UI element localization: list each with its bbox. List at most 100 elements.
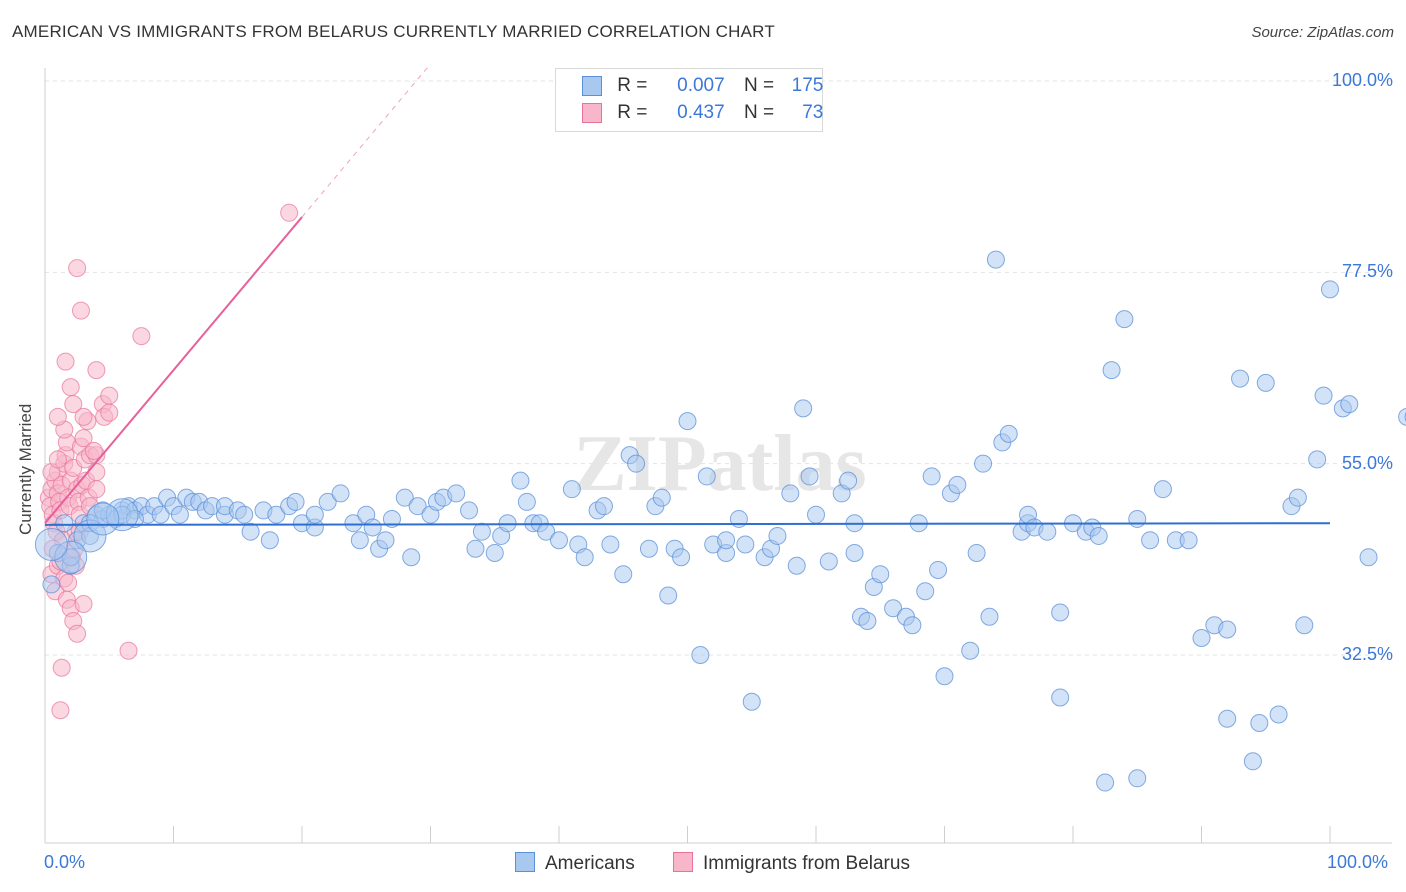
americans-point — [1096, 773, 1115, 792]
belarus-points — [39, 203, 299, 720]
bottom-legend-belarus[interactable]: Immigrants from Belarus — [673, 852, 910, 875]
americans-point — [1256, 373, 1275, 392]
americans-point — [537, 522, 556, 541]
americans-point — [305, 505, 324, 524]
x-tick-label-min: 0.0% — [44, 852, 86, 872]
belarus-legend-label: Immigrants from Belarus — [703, 853, 910, 874]
americans-point — [170, 505, 189, 524]
americans-point — [839, 471, 858, 490]
bottom-legend-americans[interactable]: Americans — [515, 852, 635, 875]
americans-point — [1089, 526, 1108, 545]
belarus-r-value: 0.437 — [677, 102, 725, 123]
belarus-point — [100, 403, 119, 422]
belarus-point — [71, 301, 90, 320]
belarus-point — [74, 407, 93, 426]
americans-point — [1153, 480, 1172, 499]
americans-point — [286, 492, 305, 511]
americans-point — [717, 531, 736, 550]
correlation-legend: R = 0.007 N = 175 R = 0.437 N = 73 — [555, 68, 823, 132]
americans-point — [1179, 531, 1198, 550]
americans-point — [550, 531, 568, 550]
americans-point — [575, 548, 594, 567]
americans-point — [1128, 509, 1147, 528]
americans-point — [652, 488, 671, 507]
americans-point — [466, 539, 485, 558]
americans-point — [1051, 688, 1070, 707]
americans-point — [884, 599, 903, 618]
belarus-point — [280, 203, 299, 222]
legend-row-americans: R = 0.007 N = 175 — [582, 75, 823, 99]
belarus-point — [132, 327, 151, 346]
watermark: ZIPatlas — [573, 420, 866, 508]
americans-point — [659, 586, 678, 605]
belarus-point — [52, 658, 71, 677]
americans-point — [267, 505, 286, 524]
belarus-point — [64, 395, 83, 414]
belarus-point — [68, 259, 87, 278]
belarus-point — [59, 573, 78, 592]
belarus-point — [100, 386, 119, 405]
grid-lines — [45, 80, 1392, 656]
n-label: N = — [743, 75, 775, 96]
americans-point — [318, 492, 337, 511]
americans-point — [871, 565, 890, 584]
americans-point — [1398, 407, 1406, 426]
americans-point — [382, 509, 401, 528]
americans-point — [42, 575, 61, 594]
americans-point — [974, 454, 993, 473]
americans-point — [485, 543, 504, 562]
americans-point — [967, 543, 986, 562]
belarus-trend-extension — [301, 63, 431, 218]
y-tick-label: 55.0% — [1341, 452, 1393, 473]
americans-point — [55, 514, 74, 533]
americans-point — [1128, 769, 1147, 788]
americans-point — [562, 480, 581, 499]
r-label: R = — [617, 102, 648, 123]
r-label: R = — [617, 75, 648, 96]
americans-point — [1231, 369, 1250, 388]
americans-point — [376, 531, 395, 550]
americans-point — [344, 514, 363, 533]
americans-point — [1141, 531, 1160, 550]
americans-r-value: 0.007 — [677, 75, 725, 96]
americans-point — [350, 531, 369, 550]
americans-point — [1288, 488, 1307, 507]
belarus-trend-line — [44, 216, 303, 524]
belarus-swatch — [582, 102, 602, 123]
belarus-point — [61, 378, 80, 397]
americans-point — [929, 560, 948, 579]
americans-point-large — [34, 527, 68, 561]
americans-point — [903, 616, 922, 635]
americans-points — [34, 250, 1406, 792]
americans-point — [1192, 628, 1211, 647]
americans-point — [1269, 705, 1288, 724]
x-tick-label-max: 100.0% — [1327, 852, 1389, 872]
belarus-point — [48, 407, 67, 426]
americans-point — [151, 505, 170, 524]
americans-point — [408, 497, 427, 516]
americans-point — [794, 399, 813, 418]
americans-point — [858, 611, 877, 630]
americans-point — [517, 492, 536, 511]
y-tick-label: 77.5% — [1341, 261, 1393, 282]
americans-point — [819, 552, 838, 571]
americans-point — [241, 522, 260, 541]
belarus-point — [51, 701, 70, 720]
americans-point — [916, 582, 935, 601]
trend-lines — [44, 63, 1331, 526]
americans-point — [736, 535, 755, 554]
americans-point — [1038, 522, 1057, 541]
y-tick-label: 32.5% — [1341, 644, 1393, 664]
americans-point — [511, 471, 530, 490]
n-label: N = — [743, 102, 775, 123]
americans-point — [1308, 450, 1327, 469]
americans-point — [1359, 548, 1378, 567]
americans-point — [1218, 709, 1237, 728]
belarus-n-value: 73 — [802, 102, 824, 123]
americans-point — [594, 497, 613, 516]
belarus-point — [48, 450, 67, 469]
americans-legend-label: Americans — [545, 853, 635, 874]
americans-point — [1051, 603, 1070, 622]
americans-point — [1115, 310, 1134, 329]
belarus-point — [87, 480, 106, 499]
